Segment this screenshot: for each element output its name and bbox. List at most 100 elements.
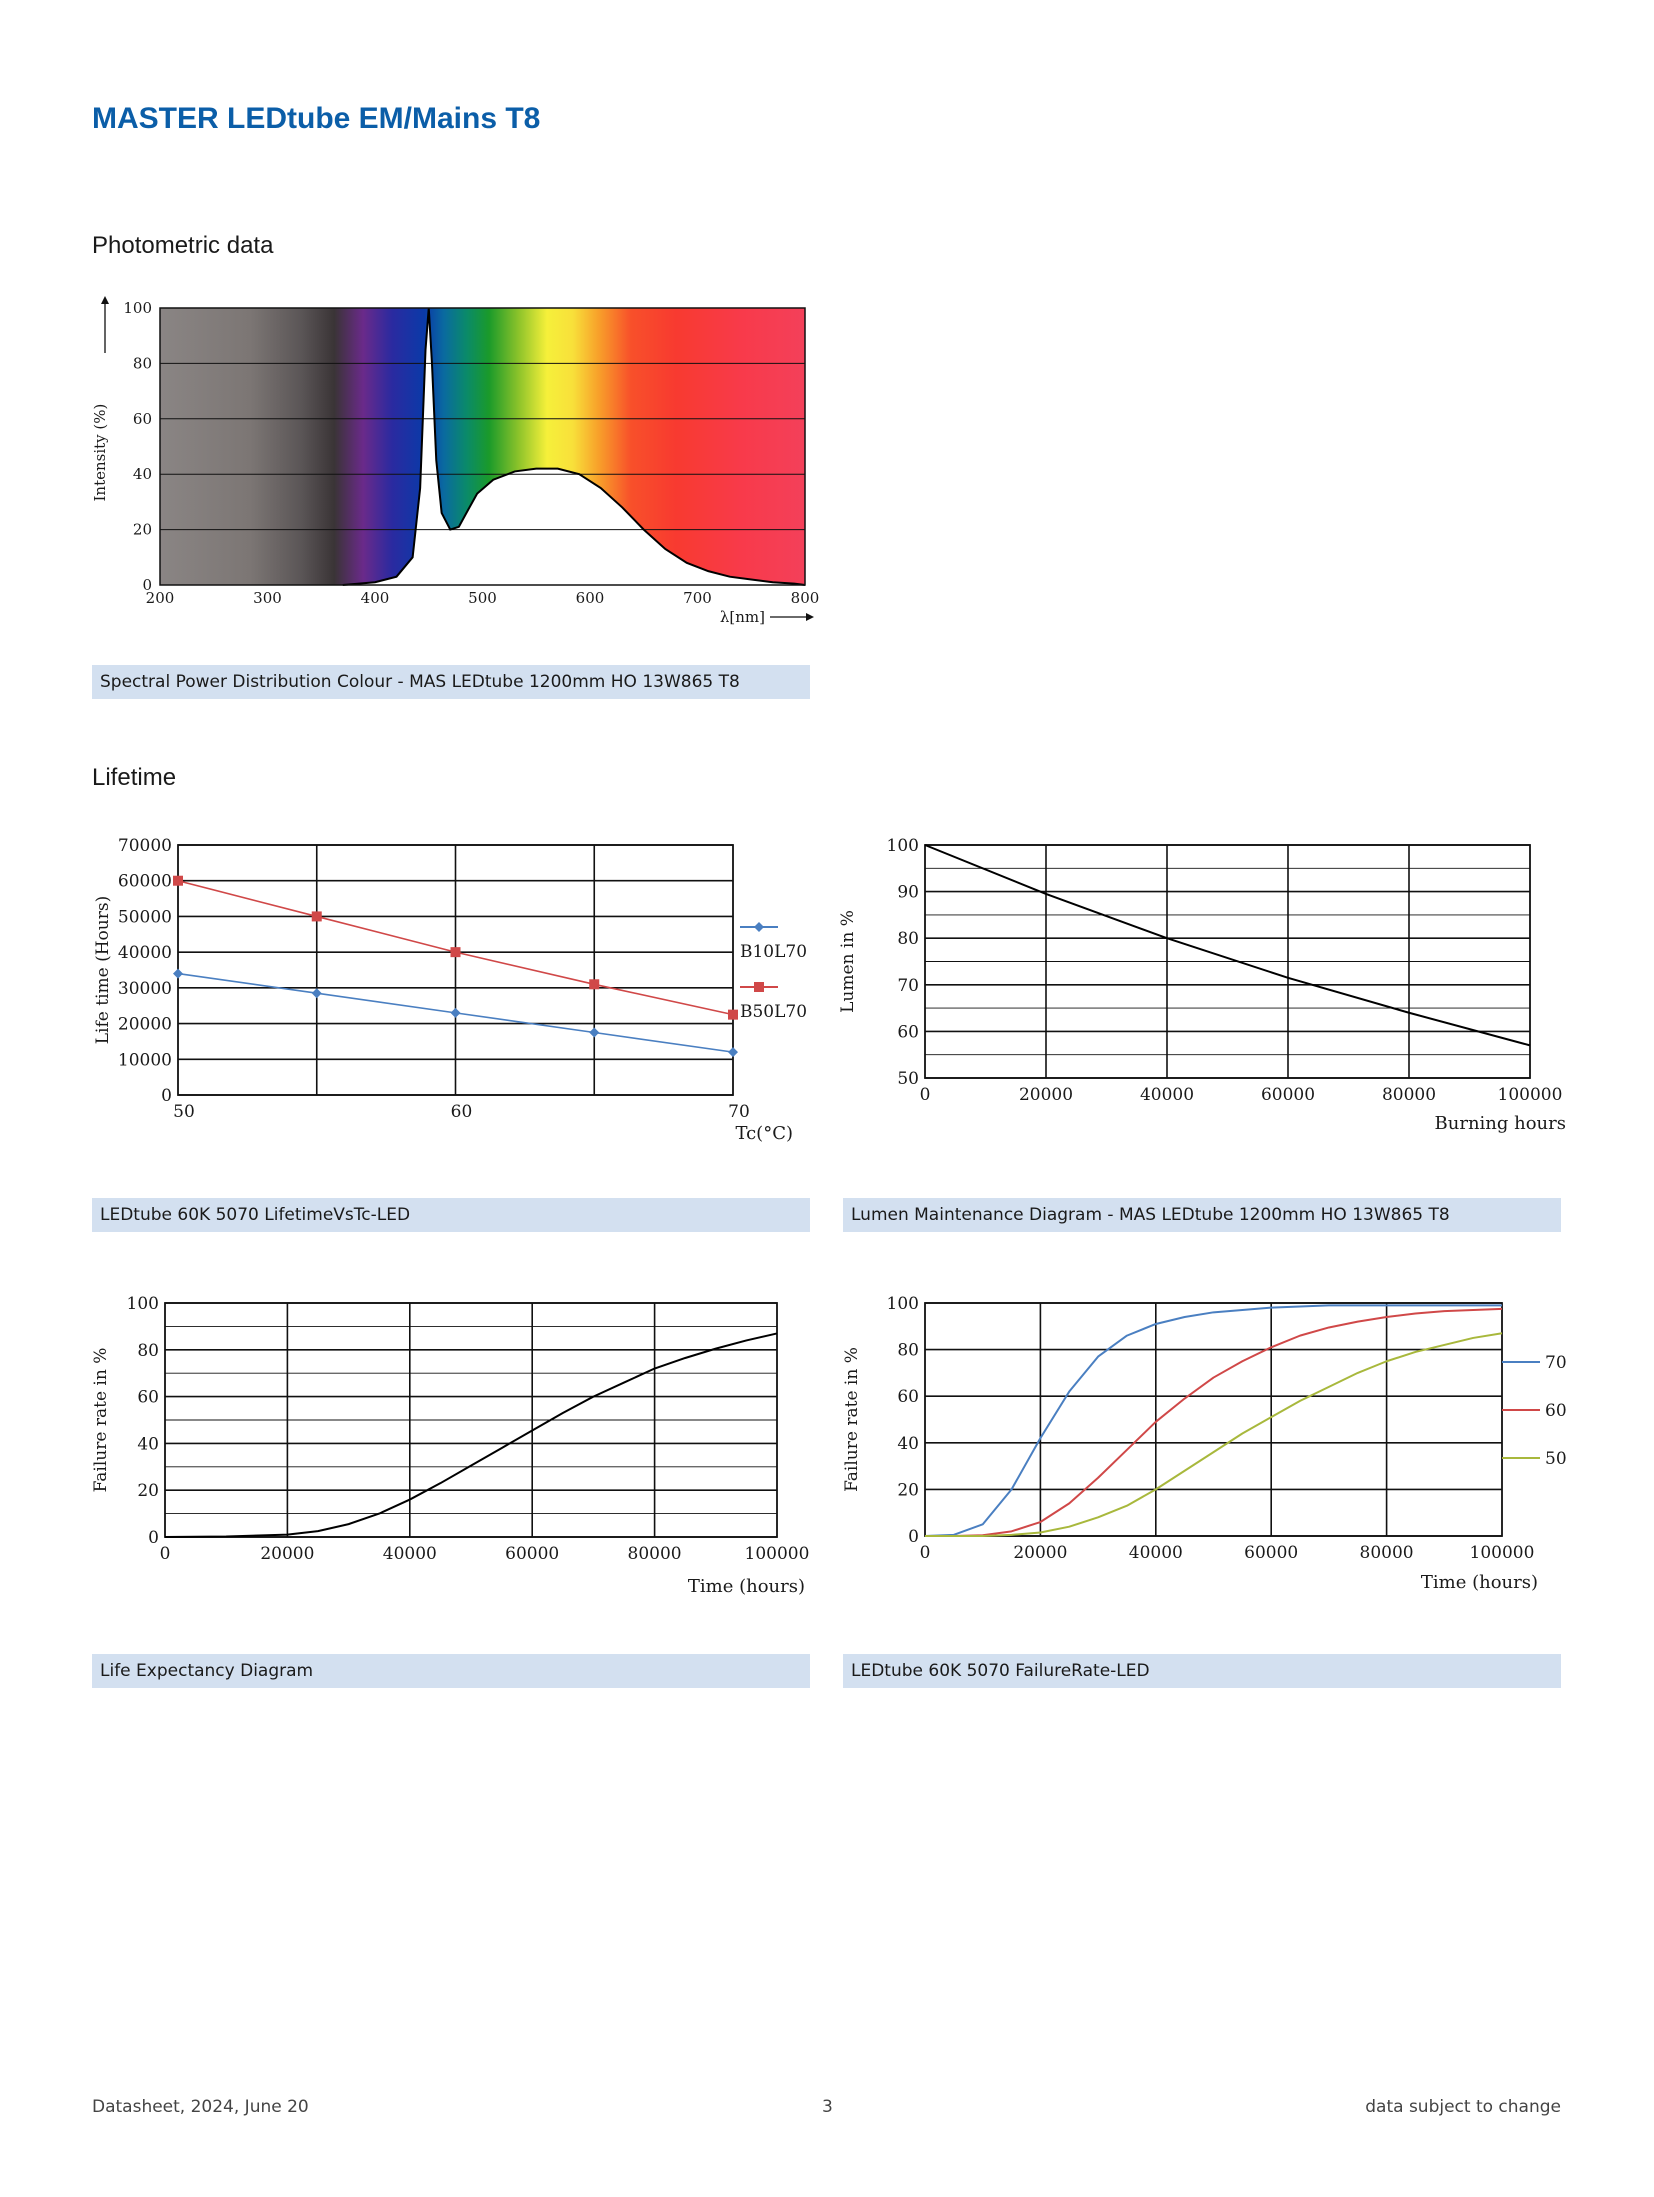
lifetime_vs_tc-y-tick-label: 40000 xyxy=(118,943,172,963)
spd-x-axis-arrowhead xyxy=(806,613,814,621)
spd-x-tick-label: 200 xyxy=(146,589,175,607)
failure_rate-x-tick-label: 80000 xyxy=(1360,1543,1414,1563)
failure_rate-x-axis-label: Time (hours) xyxy=(1421,1572,1538,1593)
lifetime_vs_tc-point-marker xyxy=(589,1027,600,1038)
lifetime_vs_tc-legend-label: B10L70 xyxy=(740,942,807,962)
life-expectancy-chart: 0 20 40 60 80 100 0 20000 40000 60000 80000 100000 F… xyxy=(91,1294,810,1597)
failure_rate-frame xyxy=(924,1302,1503,1537)
life_expectancy-y-tick-label: 0 xyxy=(148,1528,159,1548)
failure_rate-x-tick-label: 0 xyxy=(920,1543,931,1563)
lifetime_vs_tc-y-tick-label: 10000 xyxy=(118,1050,172,1070)
lifetime_vs_tc-point-marker xyxy=(450,947,461,958)
lifetime_vs_tc-point-marker xyxy=(311,911,322,922)
lumen-y-tick-label: 100 xyxy=(887,836,919,856)
lifetime_vs_tc-x-tick-label: 70 xyxy=(728,1102,750,1122)
lumen-y-tick-label: 70 xyxy=(897,976,919,996)
lumen-y-tick-label: 80 xyxy=(897,929,919,949)
life_expectancy-x-tick-label: 60000 xyxy=(505,1544,559,1564)
photometric-section-heading: Photometric data xyxy=(92,232,274,259)
life_expectancy-y-tick-label: 80 xyxy=(137,1341,159,1361)
life_expectancy-series-line xyxy=(164,1332,778,1538)
life_expectancy-y-tick-label: 20 xyxy=(137,1481,159,1501)
lumen-frame xyxy=(924,844,1531,1079)
lumen-x-tick-label: 80000 xyxy=(1382,1085,1436,1105)
lumen-x-tick-label: 60000 xyxy=(1261,1085,1315,1105)
life_expectancy-x-tick-label: 100000 xyxy=(745,1544,810,1564)
life_expectancy-x-tick-label: 20000 xyxy=(260,1544,314,1564)
lumen-x-axis-label: Burning hours xyxy=(1435,1113,1566,1134)
lifetime_vs_tc-x-tick-label: 50 xyxy=(173,1102,195,1122)
lumen-x-tick-label: 40000 xyxy=(1140,1085,1194,1105)
failure_rate-y-tick-label: 80 xyxy=(897,1341,919,1361)
lifetime-vs-tc-chart: 0 10000 20000 30000 40000 50000 60000 70000 50 60… xyxy=(93,836,807,1144)
lifetime_vs_tc-y-tick-label: 60000 xyxy=(118,872,172,892)
spd-y-axis-arrowhead xyxy=(101,296,109,304)
life_expectancy-frame xyxy=(164,1302,778,1538)
failure_rate-legend-label: 50 xyxy=(1545,1449,1567,1469)
life_expectancy-y-axis-label: Failure rate in % xyxy=(91,1348,111,1493)
spd-x-tick-label: 300 xyxy=(253,589,282,607)
spd-y-tick-label: 60 xyxy=(133,410,152,428)
spd-y-axis-label: Intensity (%) xyxy=(91,404,109,502)
life-expectancy-caption: Life Expectancy Diagram xyxy=(92,1654,810,1688)
lifetime_vs_tc-point-marker xyxy=(728,1047,738,1058)
life_expectancy-y-tick-label: 60 xyxy=(137,1388,159,1408)
failure_rate-x-tick-label: 40000 xyxy=(1129,1543,1183,1563)
lumen-maintenance-chart: 50 60 70 80 90 100 0 20000 40000 60000 80000 100000… xyxy=(838,836,1566,1134)
lifetime-vs-tc-caption: LEDtube 60K 5070 LifetimeVsTc-LED xyxy=(92,1198,810,1232)
failure_rate-legend-label: 60 xyxy=(1545,1401,1567,1421)
failure_rate-y-axis-label: Failure rate in % xyxy=(842,1347,862,1492)
lifetime_vs_tc-y-tick-label: 70000 xyxy=(118,836,172,856)
life_expectancy-y-tick-label: 100 xyxy=(127,1294,159,1314)
lifetime_vs_tc-y-tick-label: 20000 xyxy=(118,1015,172,1035)
failure_rate-series-line xyxy=(924,1304,1502,1537)
lumen-y-tick-label: 90 xyxy=(897,883,919,903)
spd-x-axis-label: λ[nm] xyxy=(720,608,765,626)
lifetime_vs_tc-legend-marker xyxy=(754,922,764,932)
failure_rate-y-tick-label: 60 xyxy=(897,1387,919,1407)
lifetime_vs_tc-y-tick-label: 50000 xyxy=(118,907,172,927)
spd-y-tick-label: 100 xyxy=(123,299,152,317)
spd-frame xyxy=(159,307,806,586)
footer-date: Datasheet, 2024, June 20 xyxy=(92,2097,309,2117)
lifetime_vs_tc-x-tick-label: 60 xyxy=(451,1102,473,1122)
failure_rate-series-line xyxy=(925,1332,1503,1537)
document-title: MASTER LEDtube EM/Mains T8 xyxy=(92,102,541,135)
footer-disclaimer: data subject to change xyxy=(1365,2097,1561,2117)
footer-page-number: 3 xyxy=(822,2097,833,2117)
lifetime_vs_tc-y-tick-label: 30000 xyxy=(118,979,172,999)
spd-x-tick-label: 500 xyxy=(468,589,497,607)
lifetime_vs_tc-x-axis-label: Tc(°C) xyxy=(735,1123,793,1144)
spd-y-tick-label: 0 xyxy=(142,576,152,594)
lifetime_vs_tc-point-marker xyxy=(173,968,183,979)
spd-y-tick-label: 40 xyxy=(133,465,152,483)
spd-x-tick-label: 700 xyxy=(683,589,712,607)
failure-rate-chart: 0 20 40 60 80 100 0 20000 40000 60000 80000 100000 F… xyxy=(842,1294,1567,1593)
life_expectancy-x-axis-label: Time (hours) xyxy=(688,1576,805,1597)
failure_rate-y-tick-label: 40 xyxy=(897,1434,919,1454)
failure_rate-series-line xyxy=(925,1307,1503,1537)
life_expectancy-x-tick-label: 40000 xyxy=(383,1544,437,1564)
lifetime_vs_tc-y-tick-label: 0 xyxy=(161,1086,172,1106)
lumen-x-tick-label: 100000 xyxy=(1498,1085,1563,1105)
lumen-y-tick-label: 60 xyxy=(897,1022,919,1042)
lifetime_vs_tc-point-marker xyxy=(589,979,600,990)
spd-curve xyxy=(342,307,806,586)
failure_rate-x-tick-label: 20000 xyxy=(1013,1543,1067,1563)
lumen-maintenance-caption: Lumen Maintenance Diagram - MAS LEDtube … xyxy=(843,1198,1561,1232)
lifetime_vs_tc-point-marker xyxy=(728,1009,738,1020)
failure_rate-y-tick-label: 20 xyxy=(897,1480,919,1500)
lifetime_vs_tc-legend-label: B50L70 xyxy=(740,1002,807,1022)
spd-y-tick-label: 80 xyxy=(133,354,152,372)
failure_rate-y-tick-label: 0 xyxy=(908,1527,919,1547)
lumen-x-tick-label: 0 xyxy=(920,1085,931,1105)
spd-x-tick-label: 600 xyxy=(576,589,605,607)
lifetime_vs_tc-y-axis-label: Life time (Hours) xyxy=(93,896,113,1044)
life_expectancy-y-tick-label: 40 xyxy=(137,1434,159,1454)
failure_rate-x-tick-label: 100000 xyxy=(1470,1543,1535,1563)
life_expectancy-x-tick-label: 80000 xyxy=(628,1544,682,1564)
spectral-power-chart: 0 20 40 60 80 100 200 300 400 500 600 700 800 Intensi… xyxy=(91,296,819,626)
lumen-y-axis-label: Lumen in % xyxy=(838,910,858,1013)
lifetime_vs_tc-point-marker xyxy=(311,988,322,999)
lumen-y-tick-label: 50 xyxy=(897,1069,919,1089)
